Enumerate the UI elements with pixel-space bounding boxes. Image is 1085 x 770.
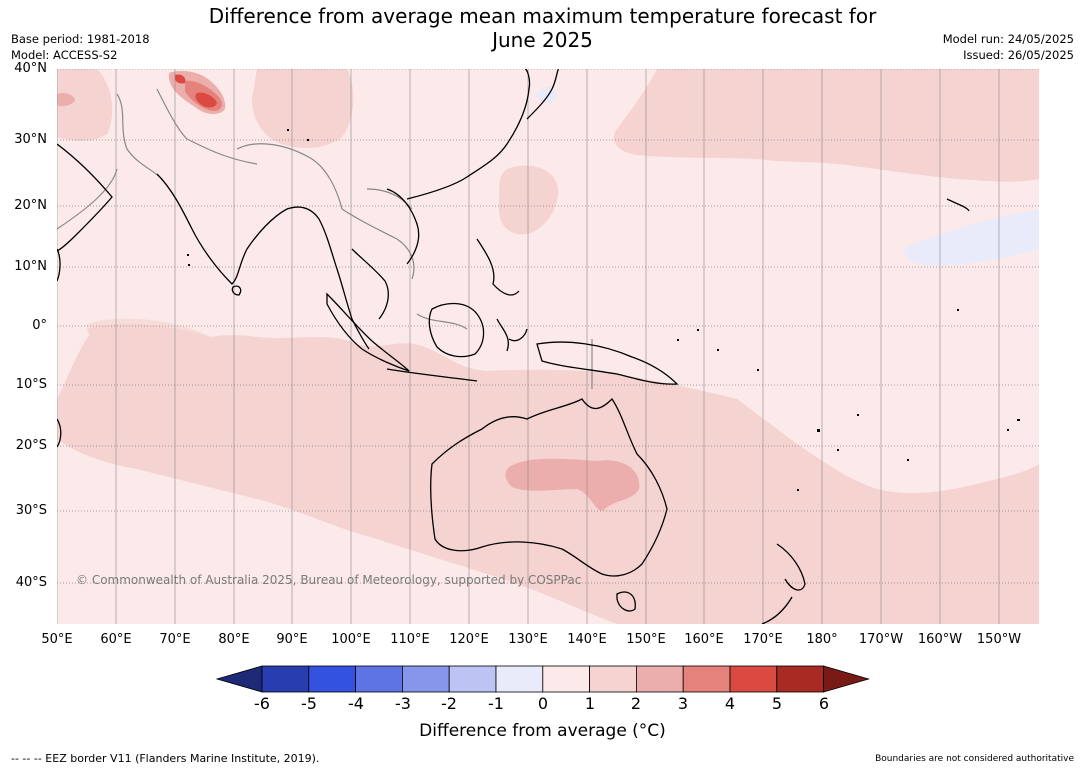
map-canvas [57, 69, 1039, 624]
lon-label: 170°W [858, 632, 904, 647]
negative-anomaly-region [904, 209, 1039, 266]
colorbar-tick: -5 [301, 694, 317, 713]
colorbar-segment [542, 665, 590, 693]
colorbar-segment [355, 665, 403, 693]
lon-label: 160°W [917, 632, 963, 647]
lat-label: 20°N [14, 198, 47, 213]
lat-label: 40°S [15, 575, 47, 590]
lat-label: 10°N [14, 259, 47, 274]
copyright-text: © Commonwealth of Australia 2025, Bureau… [76, 573, 582, 587]
anomaly-region-2-3 [57, 92, 75, 107]
meta-left: Base period: 1981-2018 Model: ACCESS-S2 [11, 31, 150, 63]
colorbar-tick: 4 [724, 694, 736, 713]
base-period-text: Base period: 1981-2018 [11, 32, 150, 46]
coastlines [57, 69, 970, 624]
issued-text: Issued: 26/05/2025 [963, 48, 1074, 62]
forecast-map [57, 69, 1039, 624]
colorbar [215, 665, 871, 693]
longitude-gridlines [57, 69, 1000, 624]
colorbar-tick: -1 [488, 694, 504, 713]
title-line-2: June 2025 [492, 28, 593, 52]
small-islands [187, 129, 1020, 491]
anomaly-region-4-5 [195, 92, 217, 108]
lon-label: 130°E [508, 632, 548, 647]
lon-label: 160°E [684, 632, 724, 647]
lat-label: 20°S [15, 438, 47, 453]
colorbar-segment [635, 665, 684, 693]
colorbar-tick: 3 [677, 694, 689, 713]
model-run-text: Model run: 24/05/2025 [942, 32, 1074, 46]
colorbar-tick: 1 [584, 694, 596, 713]
lat-label: 0° [32, 318, 47, 333]
colorbar-tick: -4 [348, 694, 364, 713]
lat-label: 30°S [15, 503, 47, 518]
colorbar-segment [261, 665, 310, 693]
colorbar-tick: -6 [254, 694, 270, 713]
lon-label: 100°E [331, 632, 371, 647]
colorbar-extend-high [823, 665, 871, 693]
colorbar-segment [308, 665, 357, 693]
colorbar-segment [589, 665, 637, 693]
colorbar-tick: 0 [537, 694, 549, 713]
lon-label: 150°W [976, 632, 1022, 647]
lat-label: 30°N [14, 132, 47, 147]
colorbar-segment [729, 665, 778, 693]
lon-label: 110°E [390, 632, 430, 647]
lon-label: 50°E [41, 632, 73, 647]
colorbar-segment [448, 665, 497, 693]
colorbar-tick: 5 [771, 694, 783, 713]
eez-border-note: -- -- -- EEZ border V11 (Flanders Marine… [11, 752, 320, 765]
colorbar-tick: 6 [818, 694, 830, 713]
chart-title: Difference from average mean maximum tem… [0, 4, 1085, 52]
lon-label: 180° [806, 632, 838, 647]
colorbar-label: Difference from average (°C) [419, 721, 666, 741]
anomaly-region-1-2 [57, 69, 113, 141]
anomaly-region-1-2 [498, 165, 558, 235]
colorbar-tick: -2 [441, 694, 457, 713]
anomaly-region-1-2 [252, 69, 354, 149]
anomaly-region-1-2 [613, 69, 1039, 182]
colorbar-tick: -3 [395, 694, 411, 713]
colorbar-ticks: -6 -5 -4 -3 -2 -1 0 1 2 3 4 5 6 [0, 694, 1085, 714]
lon-label: 170°E [743, 632, 783, 647]
lat-label: 10°S [15, 377, 47, 392]
lat-label: 40°N [14, 61, 47, 76]
model-text: Model: ACCESS-S2 [11, 48, 118, 62]
lon-label: 120°E [449, 632, 489, 647]
lon-label: 90°E [276, 632, 308, 647]
colorbar-segment [682, 665, 731, 693]
lon-label: 140°E [567, 632, 607, 647]
meta-right: Model run: 24/05/2025 Issued: 26/05/2025 [943, 31, 1074, 63]
boundary-disclaimer: Boundaries are not considered authoritat… [875, 754, 1074, 764]
colorbar-segment [776, 665, 824, 693]
negative-anomaly-region [535, 87, 557, 103]
lon-label: 70°E [159, 632, 191, 647]
title-line-1: Difference from average mean maximum tem… [208, 4, 877, 28]
anomaly-region-1-2 [93, 327, 226, 372]
anomaly-region-1-2 [212, 362, 265, 386]
country-borders [57, 88, 593, 389]
colorbar-extend-low [215, 665, 263, 693]
anomaly-region-2-3 [505, 458, 640, 511]
colorbar-tick: 2 [630, 694, 642, 713]
lon-label: 80°E [218, 632, 250, 647]
colorbar-segment [401, 665, 450, 693]
anomaly-region-4-5 [174, 74, 186, 84]
colorbar-segment [495, 665, 544, 693]
lon-label: 150°E [626, 632, 666, 647]
lon-label: 60°E [100, 632, 132, 647]
